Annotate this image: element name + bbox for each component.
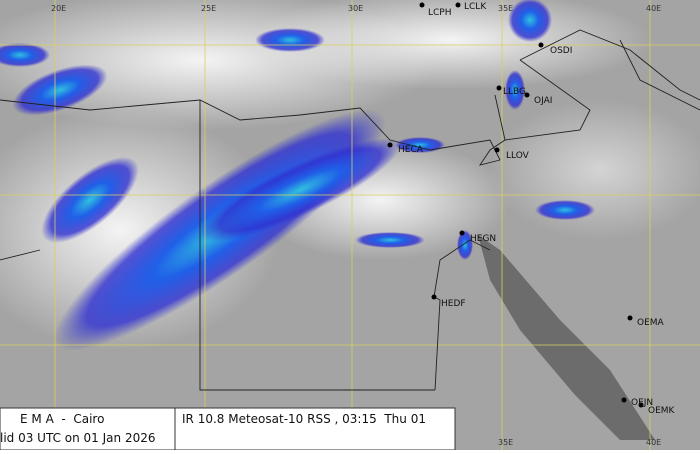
caption-box bbox=[0, 407, 176, 451]
lon-label: 35E bbox=[498, 4, 513, 13]
station-label: HEDF bbox=[441, 299, 466, 309]
borders bbox=[0, 29, 700, 391]
station-label: OSDI bbox=[550, 46, 572, 56]
lon-label: 30E bbox=[348, 4, 363, 13]
lon-label: 35E bbox=[498, 438, 513, 447]
station-label: LLOV bbox=[506, 151, 530, 161]
caption-agency: E M A - Cairo bbox=[20, 412, 104, 426]
caption-valid: lid 03 UTC on 01 Jan 2026 bbox=[0, 431, 155, 445]
longitude-labels: 20E 25E 30E 35E 40E 35E 40E bbox=[51, 4, 661, 447]
caption-box bbox=[174, 407, 456, 451]
lon-label: 40E bbox=[646, 438, 661, 447]
stations: LCPH LCLK OSDI OJAI LLBG HECA LLOV HEGN … bbox=[387, 2, 676, 416]
station-label: OEJN bbox=[631, 398, 653, 408]
station-label: OEMK bbox=[648, 406, 676, 416]
station-label: HEGN bbox=[470, 234, 496, 244]
lon-label: 40E bbox=[646, 4, 661, 13]
caption: E M A - Cairo lid 03 UTC on 01 Jan 2026 … bbox=[0, 407, 456, 451]
station-label: LCLK bbox=[464, 2, 487, 12]
rain-clouds bbox=[0, 0, 595, 351]
station-label: OJAI bbox=[534, 96, 552, 106]
station-label: LCPH bbox=[428, 8, 452, 18]
red-sea bbox=[478, 235, 655, 440]
lon-label: 25E bbox=[201, 4, 216, 13]
caption-product: IR 10.8 Meteosat-10 RSS , 03:15 Thu 01 bbox=[182, 412, 426, 426]
lon-label: 20E bbox=[51, 4, 66, 13]
station-label: HECA bbox=[398, 145, 424, 155]
station-label: OEMA bbox=[637, 318, 665, 328]
station-label: LLBG bbox=[503, 87, 526, 97]
